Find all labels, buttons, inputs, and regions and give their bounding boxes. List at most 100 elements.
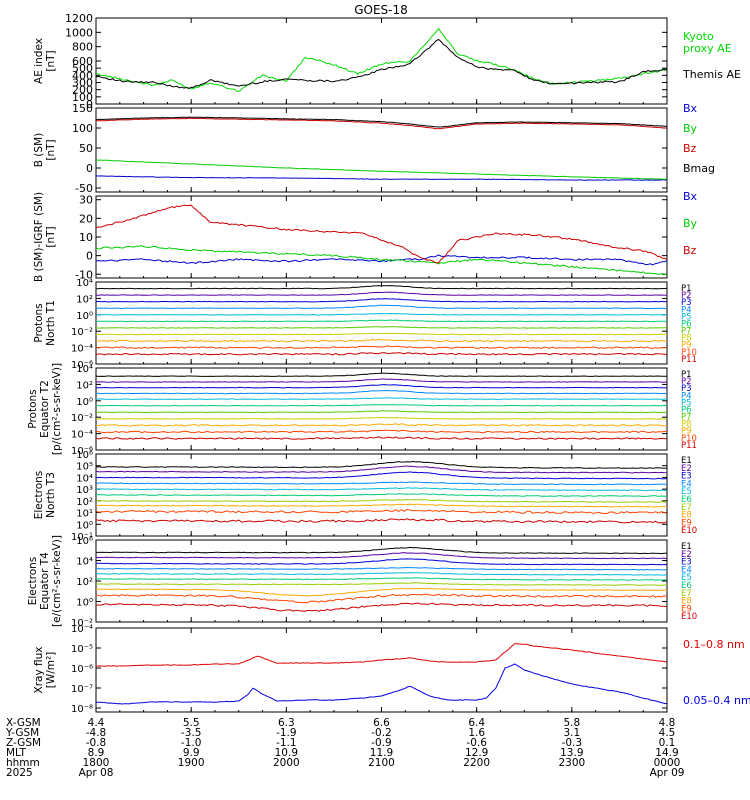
x-table-row-label: MLT: [6, 747, 26, 759]
y-tick-label: 10⁻⁶: [71, 664, 93, 675]
channel-line-p4: [96, 304, 667, 310]
y-tick-label: 500: [72, 62, 93, 75]
channel-label-e8: E8: [681, 597, 692, 607]
plot-area: [96, 285, 667, 356]
panel-frame: [95, 281, 668, 365]
legend-item: Bx: [683, 102, 698, 115]
x-table-cell: 11.9: [370, 747, 393, 759]
channel-line-p11: [96, 436, 667, 440]
channel-label-p11: P11: [681, 441, 697, 451]
series-line-2: [96, 38, 667, 90]
y-tick-label: 10⁰: [76, 311, 93, 322]
y-axis-label: North T1: [45, 300, 57, 346]
y-tick-label: 10¹: [76, 509, 93, 520]
x-table-cell: 1900: [178, 757, 205, 769]
channel-label-p9: P9: [681, 427, 692, 437]
channel-label-p6: P6: [681, 319, 692, 329]
x-table-cell: 5.8: [563, 717, 580, 729]
channel-label-p7: P7: [681, 327, 692, 337]
channel-label-e1: E1: [681, 456, 692, 466]
channel-line-e7: [96, 582, 667, 586]
channel-label-p4: P4: [681, 391, 692, 401]
y-tick-label: 0: [86, 250, 93, 263]
panel-8: 10⁻⁴ 10⁻⁵ 10⁻⁶ 10⁻⁷ 10⁻⁸ Xray flux [W/m²]: [33, 624, 668, 715]
plot-area: [96, 27, 667, 93]
channel-line-p10: [96, 345, 667, 349]
channel-label-p2: P2: [681, 377, 692, 387]
x-table-cell: -0.3: [562, 737, 583, 749]
channel-line-p4: [96, 389, 667, 395]
y-tick-label: 10³: [76, 485, 93, 496]
channel-line-p8: [96, 332, 667, 336]
y-tick-label: 10: [79, 231, 93, 244]
channel-label-e7: E7: [681, 503, 692, 513]
channel-label-p8: P8: [681, 334, 692, 344]
y-tick-label: 10⁻²: [71, 413, 93, 424]
y-tick-label: 800: [72, 41, 93, 54]
x-table-cell: 1800: [83, 757, 110, 769]
plot-area: [96, 546, 667, 612]
y-tick-label: 0: [86, 162, 93, 175]
legend-item: 0.05–0.4 nm: [683, 694, 750, 707]
x-table-cell: 8.9: [88, 747, 105, 759]
y-tick-label: 10²: [76, 577, 93, 588]
x-table-row-label: Z-GSM: [6, 737, 41, 749]
legend-item: Bmag: [683, 162, 715, 175]
channel-label-e4: E4: [681, 479, 692, 489]
channel-label-p1: P1: [681, 284, 692, 294]
y-tick-label: 30: [79, 194, 93, 207]
y-axis-label: Electrons: [27, 557, 39, 606]
y-axis-label: [nT]: [45, 139, 57, 160]
channel-label-e1: E1: [681, 542, 692, 552]
channel-line-p5: [96, 312, 667, 316]
y-tick-label: -50: [75, 182, 93, 195]
y-tick-label: 10⁻⁸: [71, 704, 93, 715]
series-line-2: [96, 159, 667, 180]
channel-line-e10: [96, 602, 667, 612]
x-table-cell: 5.5: [183, 717, 200, 729]
channel-line-p2: [96, 291, 667, 296]
channel-label-e5: E5: [681, 573, 692, 583]
channel-line-e5: [96, 487, 667, 492]
x-table-cell: Apr 09: [650, 767, 685, 779]
y-tick-label: 1000: [65, 26, 93, 39]
x-table-cell: 10.9: [275, 747, 298, 759]
y-axis-label: North T3: [45, 472, 57, 518]
x-table-cell: -0.9: [371, 737, 392, 749]
channel-line-e8: [96, 587, 667, 597]
plot-area: [96, 460, 667, 524]
y-tick-label: 10⁻⁶: [71, 446, 93, 457]
x-table-cell: -0.6: [466, 737, 487, 749]
legend-item: Kyoto: [683, 30, 714, 43]
y-tick-label: 10⁰: [76, 520, 93, 531]
x-table-cell: 1.6: [468, 727, 485, 739]
channel-line-e9: [96, 593, 667, 604]
series-line-2: [96, 663, 667, 705]
y-axis-label: Protons: [33, 303, 45, 342]
panel-3: -10 0 10 20 30 B (SM)-IGRF (SM) [nT]: [33, 192, 668, 282]
channel-line-p8: [96, 417, 667, 420]
y-tick-label: 10⁰: [76, 598, 93, 609]
plot-area: [96, 372, 667, 440]
channel-line-e6: [96, 493, 667, 497]
channel-line-p9: [96, 423, 667, 427]
panel-2: -50 0 50 100 150 B (SM) [nT]: [33, 102, 668, 195]
channel-label-p3: P3: [681, 384, 692, 394]
y-tick-label: 10⁻²: [71, 618, 93, 629]
y-axis-label: [e/(cm²-s-sr-keV)]: [51, 535, 63, 627]
panel-frame: [95, 17, 668, 105]
channel-label-p10: P10: [681, 348, 697, 358]
x-table-cell: -0.2: [371, 727, 392, 739]
channel-line-e2: [96, 552, 667, 560]
panel-frame: [95, 627, 668, 713]
x-table-cell: -0.8: [86, 737, 107, 749]
series-line-1: [96, 175, 667, 181]
y-tick-label: 150: [72, 102, 93, 115]
channel-label-p5: P5: [681, 312, 692, 322]
channel-line-p7: [96, 410, 667, 414]
channel-label-p1: P1: [681, 370, 692, 380]
channel-label-p6: P6: [681, 405, 692, 415]
x-table-cell: -3.5: [181, 727, 202, 739]
channel-label-e9: E9: [681, 518, 692, 528]
series-line-4: [96, 116, 667, 128]
